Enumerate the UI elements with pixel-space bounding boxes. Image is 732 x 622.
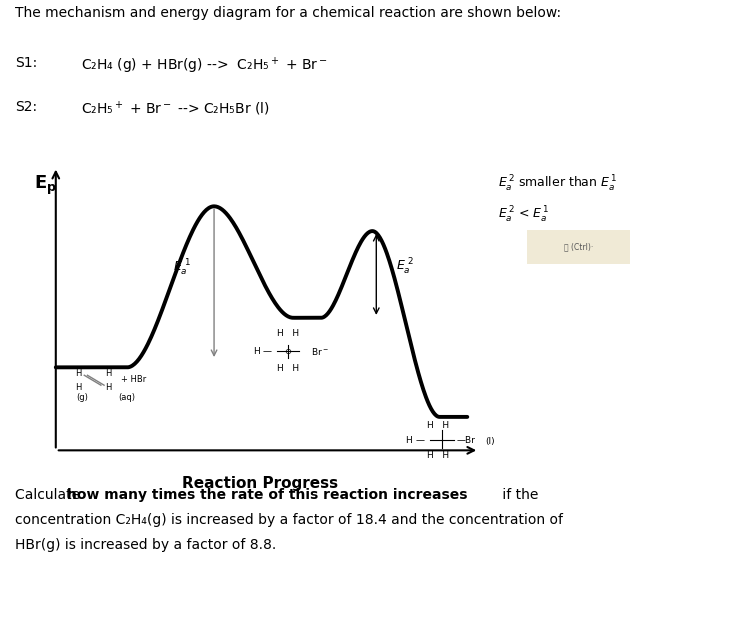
Text: HBr(g) is increased by a factor of 8.8.: HBr(g) is increased by a factor of 8.8. [15,538,276,552]
Text: H: H [75,369,81,378]
Text: if the: if the [498,488,538,503]
Text: Calculate: Calculate [15,488,84,503]
Text: H   H: H H [427,451,449,460]
Text: H   H: H H [277,364,299,373]
Text: H   H: H H [277,330,299,338]
Text: H   H: H H [427,421,449,430]
Text: H: H [406,436,412,445]
Text: —: — [263,346,272,356]
Text: S2:: S2: [15,100,37,114]
Text: concentration C₂H₄(g) is increased by a factor of 18.4 and the concentration of: concentration C₂H₄(g) is increased by a … [15,513,563,527]
Text: how many times the rate of this reaction increases: how many times the rate of this reaction… [67,488,468,503]
Text: H: H [75,383,81,392]
Text: H: H [105,383,111,392]
Text: Reaction Progress: Reaction Progress [182,476,338,491]
FancyBboxPatch shape [522,228,635,266]
Text: C₂H₅$^+$ + Br$^-$ --> C₂H₅Br (l): C₂H₅$^+$ + Br$^-$ --> C₂H₅Br (l) [81,100,269,118]
Text: (g): (g) [76,393,88,402]
Text: $E_a^{\,2}$ < $E_a^{\,1}$: $E_a^{\,2}$ < $E_a^{\,1}$ [498,205,549,225]
Text: —: — [415,436,425,445]
Text: 📋 (Ctrl)·: 📋 (Ctrl)· [564,243,593,252]
Text: $E_a^{\ 2}$: $E_a^{\ 2}$ [396,257,414,277]
Text: Br$^-$: Br$^-$ [311,346,329,357]
Text: $E_a^{\,2}$ smaller than $E_a^{\,1}$: $E_a^{\,2}$ smaller than $E_a^{\,1}$ [498,174,617,194]
Text: H: H [105,369,111,378]
Text: $\oplus$: $\oplus$ [284,346,292,356]
Text: (l): (l) [485,437,495,446]
Text: —Br: —Br [456,436,475,445]
Text: (aq): (aq) [119,393,135,402]
Text: $E_a^{\ 1}$: $E_a^{\ 1}$ [173,258,192,278]
Text: + HBr: + HBr [122,375,146,384]
Text: S1:: S1: [15,56,37,70]
Text: C₂H₄ (g) + HBr(g) -->  C₂H₅$^+$ + Br$^-$: C₂H₄ (g) + HBr(g) --> C₂H₅$^+$ + Br$^-$ [81,56,327,77]
Text: H: H [253,346,259,356]
Text: The mechanism and energy diagram for a chemical reaction are shown below:: The mechanism and energy diagram for a c… [15,6,561,21]
Text: $\mathbf{E_p}$: $\mathbf{E_p}$ [34,174,56,197]
